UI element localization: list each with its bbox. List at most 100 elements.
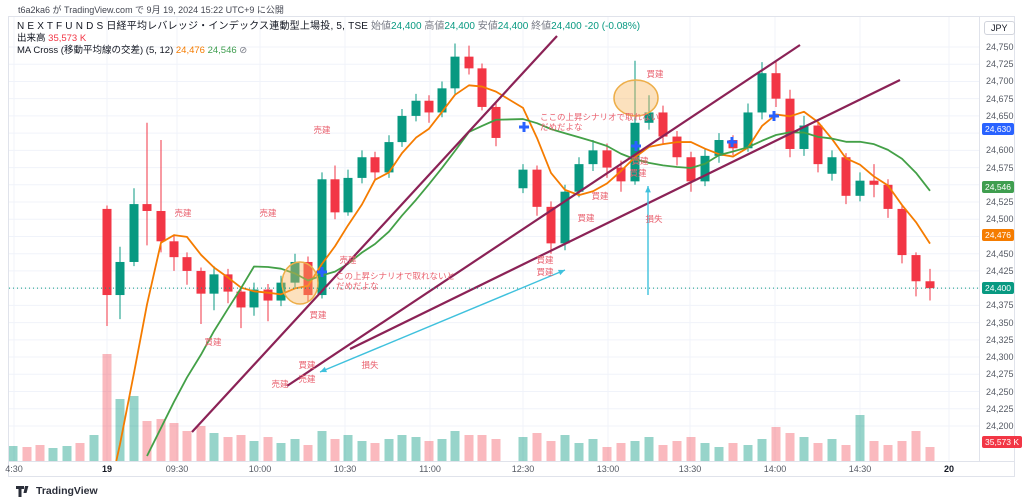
price-tick-label: 24,300 <box>986 352 1014 363</box>
candle-body <box>588 150 598 165</box>
volume-bar <box>911 431 921 461</box>
volume-legend-row[interactable]: 出来高 35,573 K <box>17 33 640 44</box>
candlestick-chart-canvas[interactable] <box>9 17 979 461</box>
price-badge: 24,630 <box>982 123 1014 136</box>
arrow-head <box>558 269 565 276</box>
price-tick-label: 24,325 <box>986 334 1014 345</box>
volume-bar <box>672 441 682 461</box>
low-label: 安値 <box>477 21 498 32</box>
candle-body <box>700 155 710 182</box>
candle-body <box>855 180 865 196</box>
price-tick-label: 24,450 <box>986 248 1014 259</box>
candle-body <box>317 179 327 296</box>
price-tick-label: 24,675 <box>986 93 1014 104</box>
volume-bar <box>48 448 58 461</box>
indicator-disabled-icon[interactable]: ⊘ <box>239 45 248 56</box>
time-tick-label: 13:00 <box>596 464 620 474</box>
candle-body <box>169 241 179 258</box>
price-tick-label: 24,575 <box>986 162 1014 173</box>
price-tick-label: 24,225 <box>986 403 1014 414</box>
volume-bar <box>518 437 528 461</box>
volume-bar <box>616 443 626 461</box>
volume-bar <box>209 433 219 461</box>
price-axis-separator <box>979 17 980 461</box>
time-tick-label: 10:00 <box>248 464 272 474</box>
volume-bar <box>223 437 233 461</box>
candle-body <box>129 204 139 262</box>
volume-bar <box>450 431 460 461</box>
candle-body <box>303 261 313 296</box>
arrow-head <box>645 186 651 193</box>
time-axis[interactable]: 4:30 19 09:30 10:00 10:30 11:00 12:30 13:00 13:3… <box>5 462 979 477</box>
volume-bar <box>384 439 394 461</box>
volume-bar <box>129 396 139 461</box>
price-tick-label: 24,750 <box>986 42 1014 52</box>
time-tick-label: 19 <box>101 464 112 474</box>
candle-body <box>883 184 893 209</box>
price-tick-label: 24,525 <box>986 197 1014 208</box>
candle-body <box>560 191 570 244</box>
volume-bar <box>686 437 696 461</box>
candle-body <box>330 179 340 213</box>
candle-body <box>672 136 682 158</box>
candle-body <box>602 150 612 168</box>
candle-body <box>574 164 584 192</box>
price-tick-label: 24,725 <box>986 59 1014 70</box>
price-axis[interactable]: 24,750 24,725 24,700 24,675 24,650 24,600 24,5… <box>980 17 1023 461</box>
price-tick-label: 24,375 <box>986 300 1014 311</box>
time-tick-label: 10:30 <box>333 464 357 474</box>
volume-bar <box>869 441 879 461</box>
candle-body <box>799 125 809 149</box>
volume-bar <box>330 439 340 461</box>
volume-bar <box>574 443 584 461</box>
candle-body <box>686 157 696 182</box>
volume-bar <box>827 439 837 461</box>
volume-bar <box>343 435 353 461</box>
price-tick-label: 24,250 <box>986 386 1014 397</box>
footer-brand-text: TradingView <box>36 485 98 497</box>
candle-body <box>616 167 626 182</box>
candle-body <box>437 88 447 113</box>
volume-bar <box>249 441 259 461</box>
candle-body <box>357 157 367 178</box>
low-value: 24,400 <box>497 21 529 32</box>
candle-body <box>142 204 152 211</box>
volume-bar <box>897 441 907 461</box>
volume-bar <box>728 443 738 461</box>
candle-body <box>869 180 879 185</box>
ma12-value: 24,546 <box>207 45 237 56</box>
price-tick-label: 24,275 <box>986 369 1014 380</box>
ma-cross-label: MA Cross (移動平均線の交差) (5, 12) <box>17 45 174 56</box>
candle-body <box>630 122 640 182</box>
candle-body <box>156 210 166 242</box>
volume-bar <box>630 441 640 461</box>
candle-body <box>771 73 781 99</box>
volume-bar <box>236 435 246 461</box>
currency-toggle-button[interactable]: JPY <box>984 21 1015 35</box>
candle-body <box>743 112 753 149</box>
volume-bar <box>142 421 152 461</box>
candle-body <box>841 157 851 196</box>
volume-bar <box>317 431 327 461</box>
candle-body <box>477 68 487 107</box>
symbol-legend-row[interactable]: N E X T F U N D S 日経平均レバレッジ・インデックス連動型上場投… <box>17 21 640 32</box>
volume-bar <box>169 423 179 461</box>
volume-bar <box>771 427 781 461</box>
volume-bar <box>437 439 447 461</box>
time-tick-label: 4:30 <box>5 464 23 474</box>
candle-body <box>518 169 528 189</box>
candle-body <box>102 208 112 296</box>
candle-body <box>276 282 286 301</box>
ma-cross-legend-row[interactable]: MA Cross (移動平均線の交差) (5, 12) 24,476 24,54… <box>17 45 640 56</box>
candle-body <box>249 289 259 308</box>
price-tick-label: 24,200 <box>986 420 1014 431</box>
candle-body <box>290 261 300 283</box>
volume-bar <box>743 445 753 461</box>
candle-body <box>370 157 380 173</box>
trend-line <box>349 79 901 350</box>
candle-body <box>546 206 556 244</box>
arrow-head <box>320 366 327 373</box>
volume-bar <box>75 443 85 461</box>
footer-brand[interactable]: TradingView <box>16 485 98 497</box>
volume-bar <box>714 447 724 461</box>
